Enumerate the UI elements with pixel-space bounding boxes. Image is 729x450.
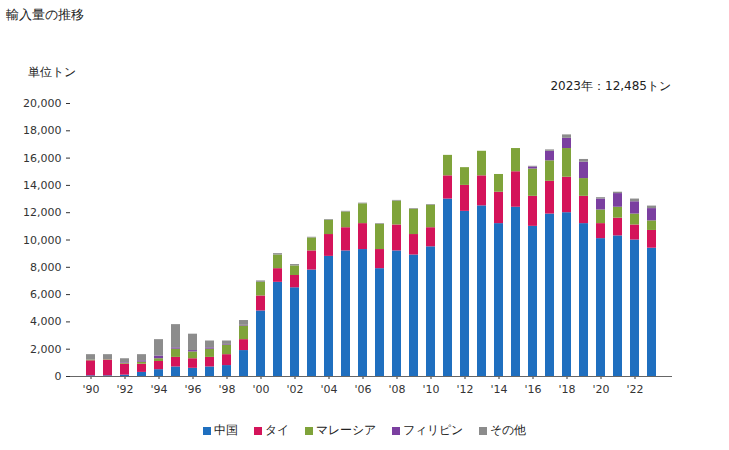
svg-text:'12: '12 [456,383,473,396]
html-text:タイ: タイ [265,423,289,437]
svg-text:12,000: 12,000 [23,206,62,219]
svg-text:4,000: 4,000 [30,315,62,328]
svg-text:6,000: 6,000 [30,288,62,301]
svg-text:10,000: 10,000 [23,234,62,247]
svg-text:0: 0 [55,370,62,383]
svg-text:16,000: 16,000 [23,152,62,165]
svg-text:'20: '20 [592,383,609,396]
svg-text:8,000: 8,000 [30,261,62,274]
svg-text:'04: '04 [320,383,337,396]
svg-text:20,000: 20,000 [23,97,62,110]
svg-text:'02: '02 [286,383,303,396]
svg-text:'18: '18 [558,383,575,396]
html-text:マレーシア: マレーシア [316,423,376,437]
svg-text:'90: '90 [82,383,99,396]
svg-text:'96: '96 [184,383,201,396]
svg-text:'98: '98 [218,383,235,396]
svg-text:'92: '92 [116,383,133,396]
svg-text:'14: '14 [490,383,507,396]
svg-text:'22: '22 [626,383,643,396]
html-text:2023年：12,485トン: 2023年：12,485トン [550,79,671,93]
svg-text:2,000: 2,000 [30,343,62,356]
svg-text:'00: '00 [252,383,269,396]
html-text:輸入量の推移: 輸入量の推移 [6,7,84,22]
svg-text:'06: '06 [354,383,371,396]
svg-text:14,000: 14,000 [23,179,62,192]
svg-text:18,000: 18,000 [23,124,62,137]
html-text:フィリピン: フィリピン [403,423,463,437]
html-text:その他: その他 [490,423,526,437]
html-text:中国: 中国 [214,423,238,437]
svg-text:'10: '10 [422,383,439,396]
svg-text:'16: '16 [524,383,541,396]
svg-text:'94: '94 [150,383,167,396]
svg-text:'08: '08 [388,383,405,396]
html-text:単位トン: 単位トン [28,65,76,79]
